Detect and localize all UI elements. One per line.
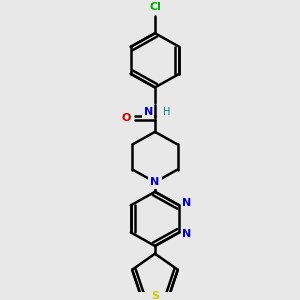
Text: N: N — [182, 198, 191, 208]
Text: O: O — [122, 113, 131, 123]
Text: Cl: Cl — [149, 2, 161, 12]
Text: N: N — [144, 107, 153, 117]
Text: N: N — [182, 230, 191, 239]
Text: S: S — [151, 291, 159, 300]
Text: H: H — [163, 107, 170, 117]
Text: N: N — [150, 177, 160, 187]
